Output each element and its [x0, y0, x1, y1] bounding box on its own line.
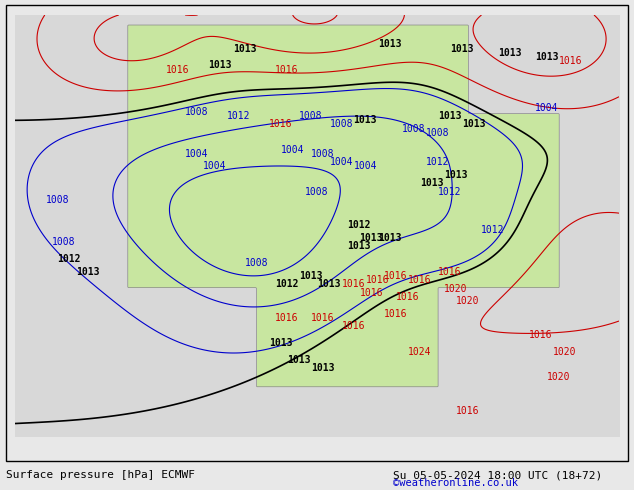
Text: 1013: 1013: [269, 338, 292, 348]
Text: 1004: 1004: [203, 162, 226, 172]
Text: 1013: 1013: [359, 233, 383, 243]
Text: 1016: 1016: [408, 275, 431, 285]
Text: 1013: 1013: [534, 52, 559, 62]
Text: 1012: 1012: [481, 224, 504, 235]
Text: 1013: 1013: [318, 279, 341, 289]
Text: 1013: 1013: [287, 355, 311, 365]
Text: 1016: 1016: [438, 267, 462, 277]
Text: 1016: 1016: [359, 288, 383, 298]
Text: 1004: 1004: [281, 145, 304, 155]
Text: 1016: 1016: [275, 65, 299, 74]
Text: 1008: 1008: [299, 111, 323, 121]
Text: 1013: 1013: [209, 60, 232, 71]
Text: 1008: 1008: [184, 107, 208, 117]
Text: 1012: 1012: [426, 157, 450, 167]
Text: 1016: 1016: [456, 406, 480, 416]
Text: ©weatheronline.co.uk: ©weatheronline.co.uk: [393, 478, 518, 488]
Text: 1012: 1012: [438, 187, 462, 197]
Text: 1004: 1004: [330, 157, 353, 167]
Text: 1008: 1008: [311, 149, 335, 159]
Text: Surface pressure [hPa] ECMWF: Surface pressure [hPa] ECMWF: [6, 470, 195, 480]
Text: Su 05-05-2024 18:00 UTC (18+72): Su 05-05-2024 18:00 UTC (18+72): [393, 470, 602, 480]
Text: 1012: 1012: [275, 279, 299, 289]
Text: 1016: 1016: [166, 65, 190, 74]
Text: 1008: 1008: [402, 123, 425, 134]
Text: 1008: 1008: [330, 120, 353, 129]
Text: 1012: 1012: [347, 220, 371, 230]
Text: 1013: 1013: [311, 364, 335, 373]
Text: 1012: 1012: [227, 111, 250, 121]
Text: 1016: 1016: [396, 292, 419, 302]
Text: 1008: 1008: [305, 187, 329, 197]
Text: 1020: 1020: [547, 372, 571, 382]
Text: 1008: 1008: [46, 195, 69, 205]
Text: 1013: 1013: [347, 242, 371, 251]
Text: 1016: 1016: [366, 275, 389, 285]
Text: 1008: 1008: [245, 258, 268, 268]
Text: 1013: 1013: [233, 44, 256, 54]
Text: 1016: 1016: [269, 120, 292, 129]
Text: 1004: 1004: [534, 102, 559, 113]
Text: 1016: 1016: [559, 56, 583, 66]
Text: 1016: 1016: [529, 330, 552, 340]
Text: 1012: 1012: [58, 254, 81, 264]
Text: 1020: 1020: [553, 346, 576, 357]
Text: 1013: 1013: [444, 170, 468, 180]
Text: 1013: 1013: [420, 178, 444, 188]
Text: 1004: 1004: [354, 162, 377, 172]
Text: 1008: 1008: [426, 128, 450, 138]
Text: 1013: 1013: [75, 267, 100, 277]
Text: 1013: 1013: [354, 115, 377, 125]
Text: 1004: 1004: [184, 149, 208, 159]
Text: 1013: 1013: [378, 233, 401, 243]
Text: 1016: 1016: [275, 313, 299, 323]
Text: 1016: 1016: [342, 321, 365, 331]
Text: 1013: 1013: [378, 40, 401, 49]
Text: 1016: 1016: [342, 279, 365, 289]
Text: 1013: 1013: [438, 111, 462, 121]
Text: 1016: 1016: [384, 271, 407, 281]
Text: 1016: 1016: [311, 313, 335, 323]
Text: 1013: 1013: [299, 271, 323, 281]
Text: 1020: 1020: [456, 296, 480, 306]
Text: 1016: 1016: [384, 309, 407, 319]
Text: 1013: 1013: [498, 48, 522, 58]
Text: 1013: 1013: [462, 120, 486, 129]
Text: 1013: 1013: [450, 44, 474, 54]
Text: 1020: 1020: [444, 284, 468, 294]
Text: 1024: 1024: [408, 346, 431, 357]
Text: 1008: 1008: [51, 237, 75, 247]
